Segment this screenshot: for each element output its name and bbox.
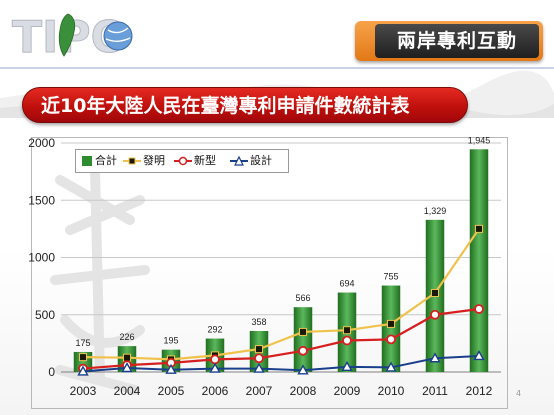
x-tick-label: 2012 — [466, 384, 493, 398]
point-utility — [254, 353, 264, 364]
bar-value-label: 1,329 — [424, 206, 447, 216]
legend-bar-swatch — [82, 156, 92, 166]
y-tick-label: 500 — [35, 308, 55, 322]
point-utility — [298, 345, 308, 356]
y-tick-label: 1000 — [28, 251, 55, 265]
point-utility — [430, 309, 440, 320]
y-tick-label: 2000 — [28, 136, 55, 150]
bar-value-label: 694 — [339, 279, 354, 289]
bar-value-label: 226 — [119, 332, 134, 342]
legend-invention-swatch — [123, 157, 141, 165]
chart-legend: 合計 發明 新型 設計 — [75, 149, 289, 173]
x-tick-label: 2005 — [158, 384, 185, 398]
point-invention — [255, 345, 263, 354]
x-tick-label: 2004 — [114, 384, 141, 398]
x-tick-label: 2003 — [70, 384, 97, 398]
point-invention — [299, 327, 307, 336]
y-tick-label: 1500 — [28, 193, 55, 207]
x-tick-label: 2007 — [246, 384, 273, 398]
chart-frame — [31, 137, 508, 409]
chart-banner-title: 近10年大陸人民在臺灣專利申請件數統計表 — [22, 87, 468, 123]
point-utility — [386, 334, 396, 345]
bar-value-label: 175 — [75, 338, 90, 348]
x-tick-label: 2010 — [378, 384, 405, 398]
point-design — [165, 363, 177, 374]
point-design — [77, 365, 89, 376]
point-design — [341, 360, 353, 372]
point-invention — [475, 224, 483, 233]
legend-label-invention: 發明 — [143, 154, 165, 167]
point-utility — [342, 335, 352, 346]
legend-design-swatch — [230, 155, 248, 166]
y-tick-label: 0 — [48, 365, 55, 379]
point-invention — [343, 326, 351, 335]
page-number: 4 — [516, 389, 522, 398]
bar-total-2012 — [469, 149, 489, 372]
header-divider — [0, 67, 554, 69]
point-design — [121, 362, 133, 373]
point-utility — [210, 354, 220, 365]
point-design — [297, 364, 309, 375]
point-invention — [387, 319, 395, 328]
point-invention — [431, 288, 439, 297]
x-tick-label: 2009 — [334, 384, 361, 398]
legend-utility-swatch — [174, 156, 192, 166]
point-invention — [79, 353, 87, 362]
point-design — [209, 362, 221, 373]
bar-value-label: 195 — [163, 336, 178, 346]
point-design — [385, 361, 397, 372]
point-utility — [474, 304, 484, 314]
bar-value-label: 1,945 — [468, 135, 491, 145]
bar-total-2008 — [293, 307, 313, 372]
tipo-logo: TIPO — [12, 12, 133, 62]
bar-value-label: 755 — [383, 272, 398, 282]
point-invention — [123, 353, 131, 362]
taiwan-island-icon — [58, 13, 76, 57]
bar-total-2010 — [381, 285, 401, 372]
x-tick-label: 2006 — [202, 384, 229, 398]
point-design — [473, 350, 485, 361]
bar-value-label: 566 — [295, 293, 310, 303]
line-utility — [82, 307, 480, 370]
section-title: 兩岸專利互動 — [375, 24, 539, 58]
x-tick-label: 2011 — [422, 384, 448, 398]
bar-value-label: 292 — [207, 325, 222, 335]
calligraphy-watermark-decoration — [50, 165, 150, 395]
legend-label-design: 設計 — [250, 154, 272, 167]
line-design — [82, 354, 480, 373]
bar-value-label: 358 — [251, 317, 266, 327]
x-tick-label: 2008 — [290, 384, 317, 398]
point-design — [429, 352, 441, 363]
legend-label-utility: 新型 — [194, 154, 216, 167]
section-title-box: 兩岸專利互動 — [355, 21, 543, 61]
line-invention — [82, 228, 480, 361]
globe-icon — [103, 21, 133, 51]
point-design — [253, 362, 265, 373]
legend-label-total: 合計 — [95, 154, 117, 167]
